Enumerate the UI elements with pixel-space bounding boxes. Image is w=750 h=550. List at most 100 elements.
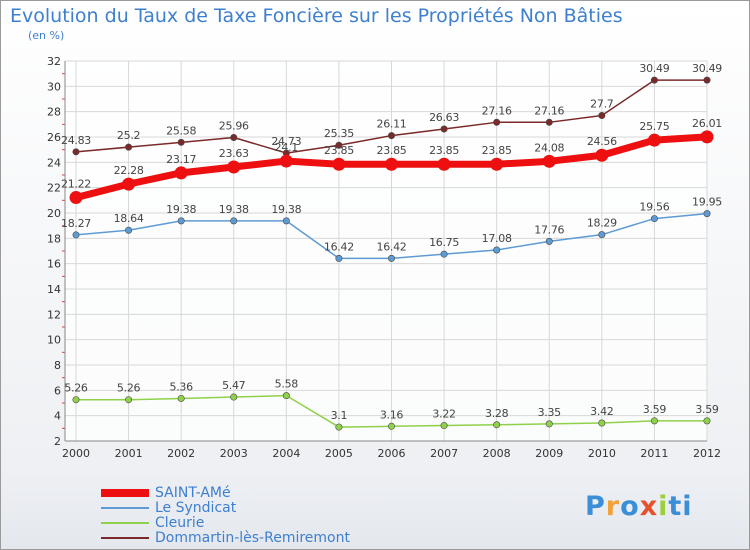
x-tick-label-10: 2010: [588, 447, 616, 460]
data-label-cleurie: 5.58: [275, 378, 299, 391]
data-point-saint-ame: [122, 177, 136, 191]
data-point-le-syndicat: [598, 231, 606, 239]
legend-item-dommartin: Dommartin-lès-Remiremont: [101, 530, 350, 546]
x-tick-label-2: 2002: [167, 447, 195, 460]
data-label-cleurie: 5.26: [117, 382, 141, 395]
data-point-saint-ame: [700, 130, 714, 144]
data-point-le-syndicat: [335, 254, 343, 262]
data-label-dommartin: 24.83: [61, 134, 91, 147]
data-point-cleurie: [440, 422, 448, 430]
x-tick-label-11: 2011: [640, 447, 668, 460]
legend-label-le-syndicat: Le Syndicat: [155, 500, 237, 516]
data-label-le-syndicat: 19.38: [219, 203, 249, 216]
legend-item-cleurie: Cleurie: [101, 515, 204, 531]
data-label-dommartin: 30.49: [639, 62, 669, 75]
data-point-le-syndicat: [177, 217, 185, 225]
data-label-le-syndicat: 17.76: [534, 223, 564, 236]
data-point-saint-ame: [595, 148, 609, 162]
data-label-le-syndicat: 16.42: [324, 240, 354, 253]
data-label-cleurie: 5.26: [64, 382, 88, 395]
data-label-saint-ame: 26.01: [692, 117, 722, 130]
data-point-cleurie: [282, 392, 290, 400]
logo-letter: x: [639, 491, 659, 522]
data-point-dommartin: [440, 125, 448, 133]
data-label-dommartin: 27.7: [590, 97, 614, 110]
data-label-le-syndicat: 18.64: [114, 212, 144, 225]
legend-swatch-cleurie: [101, 522, 149, 524]
data-label-cleurie: 3.59: [643, 403, 667, 416]
data-label-cleurie: 3.59: [695, 403, 719, 416]
data-label-le-syndicat: 17.08: [482, 232, 512, 245]
data-point-saint-ame: [542, 154, 556, 168]
data-point-cleurie: [387, 422, 395, 430]
data-point-le-syndicat: [545, 237, 553, 245]
data-point-saint-ame: [227, 160, 241, 174]
data-point-le-syndicat: [282, 217, 290, 225]
y-tick-label-2: 6: [54, 384, 61, 397]
y-tick-label-8: 18: [47, 232, 61, 245]
data-label-dommartin: 25.35: [324, 127, 354, 140]
data-label-dommartin: 25.2: [117, 129, 140, 142]
legend-label-cleurie: Cleurie: [155, 515, 205, 531]
data-label-dommartin: 27.16: [482, 104, 512, 117]
plot-area: [65, 61, 707, 441]
x-tick-label-3: 2003: [220, 447, 248, 460]
data-label-le-syndicat: 18.29: [587, 217, 617, 230]
y-tick-label-13: 28: [47, 106, 61, 119]
data-point-cleurie: [493, 421, 501, 429]
x-tick-label-5: 2005: [325, 447, 353, 460]
data-point-le-syndicat: [650, 215, 658, 223]
data-label-saint-ame: 23.85: [324, 144, 354, 157]
y-tick-label-11: 24: [47, 156, 61, 169]
data-point-dommartin: [230, 134, 238, 142]
data-label-le-syndicat: 19.38: [271, 203, 301, 216]
data-label-le-syndicat: 19.56: [639, 201, 669, 214]
data-label-dommartin: 24.73: [271, 135, 301, 148]
data-label-le-syndicat: 16.42: [377, 240, 407, 253]
data-label-le-syndicat: 18.27: [61, 217, 91, 230]
x-tick-label-1: 2001: [115, 447, 143, 460]
data-point-saint-ame: [490, 157, 504, 171]
data-point-saint-ame: [279, 154, 293, 168]
data-label-cleurie: 3.28: [485, 407, 509, 420]
data-point-saint-ame: [385, 157, 398, 171]
data-point-dommartin: [650, 76, 658, 84]
data-label-saint-ame: 23.85: [482, 144, 512, 157]
data-label-saint-ame: 23.85: [377, 144, 407, 157]
y-tick-label-12: 26: [47, 131, 61, 144]
data-label-dommartin: 26.11: [377, 118, 407, 131]
data-point-le-syndicat: [230, 217, 238, 225]
x-tick-label-8: 2008: [483, 447, 511, 460]
data-point-saint-ame: [69, 191, 83, 205]
legend-swatch-le-syndicat: [101, 507, 149, 509]
x-tick-label-6: 2006: [378, 447, 406, 460]
y-tick-label-7: 16: [47, 258, 61, 271]
data-point-cleurie: [703, 417, 711, 425]
data-point-cleurie: [545, 420, 553, 428]
x-tick-label-4: 2004: [272, 447, 300, 460]
x-tick-label-9: 2009: [535, 447, 563, 460]
logo-letter: r: [605, 491, 621, 522]
data-point-saint-ame: [332, 157, 346, 171]
y-tick-label-15: 32: [47, 55, 61, 68]
proxiti-logo: Proxiti: [585, 491, 693, 522]
data-point-dommartin: [545, 118, 553, 126]
legend-item-saint-ame: SAINT-AMé: [101, 485, 231, 501]
data-point-dommartin: [703, 76, 711, 84]
data-point-dommartin: [387, 132, 395, 140]
data-point-dommartin: [125, 143, 133, 151]
data-label-cleurie: 3.35: [538, 406, 562, 419]
y-tick-label-9: 20: [47, 207, 61, 220]
y-tick-label-0: 2: [54, 435, 61, 448]
data-label-cleurie: 3.22: [432, 408, 455, 421]
data-label-cleurie: 3.16: [380, 408, 404, 421]
data-label-saint-ame: 24.1: [275, 141, 298, 154]
data-label-saint-ame: 24.56: [587, 135, 617, 148]
data-label-dommartin: 25.58: [166, 124, 196, 137]
data-point-dommartin: [72, 148, 80, 156]
data-point-cleurie: [335, 423, 343, 431]
data-point-le-syndicat: [125, 226, 133, 234]
legend-item-le-syndicat: Le Syndicat: [101, 500, 236, 516]
data-label-cleurie: 5.47: [222, 379, 246, 392]
y-tick-label-6: 14: [47, 283, 61, 296]
